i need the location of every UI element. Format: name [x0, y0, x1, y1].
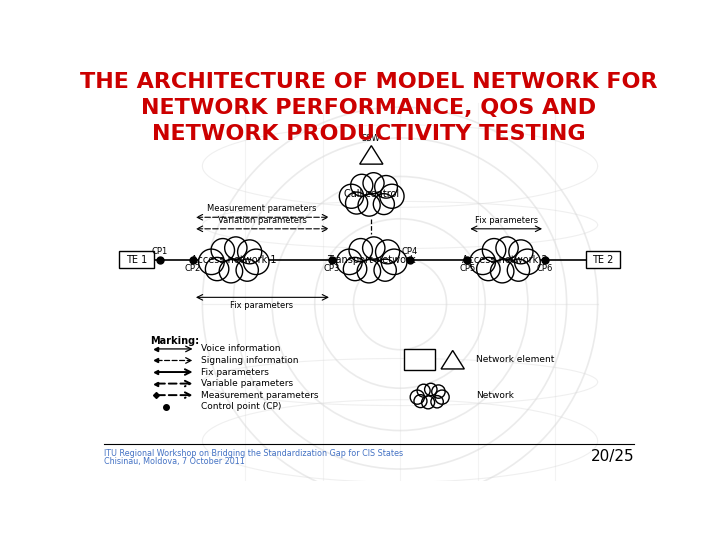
FancyBboxPatch shape	[586, 251, 620, 268]
Text: Access network 1: Access network 1	[191, 255, 276, 265]
Polygon shape	[441, 350, 464, 369]
Circle shape	[435, 390, 449, 404]
Circle shape	[425, 383, 437, 396]
Circle shape	[363, 173, 384, 194]
Text: CP1: CP1	[152, 247, 168, 256]
Text: Chisinau, Moldova, 7 October 2011: Chisinau, Moldova, 7 October 2011	[104, 457, 245, 465]
Circle shape	[236, 259, 258, 281]
Circle shape	[357, 260, 381, 283]
Circle shape	[508, 259, 530, 281]
Circle shape	[477, 258, 500, 281]
Circle shape	[363, 237, 385, 259]
Circle shape	[432, 385, 445, 398]
Text: Control point (CP): Control point (CP)	[201, 402, 282, 411]
Circle shape	[422, 396, 435, 409]
Text: CP3: CP3	[323, 265, 340, 273]
Circle shape	[199, 249, 224, 274]
Text: Network: Network	[476, 392, 514, 400]
Circle shape	[336, 249, 362, 274]
Text: ITU Regional Workshop on Bridging the Standardization Gap for CIS States: ITU Regional Workshop on Bridging the St…	[104, 449, 403, 458]
Text: Call control: Call control	[343, 189, 399, 199]
Circle shape	[205, 258, 229, 281]
Text: Signaling information: Signaling information	[201, 356, 298, 365]
Circle shape	[349, 239, 372, 262]
Text: Network element: Network element	[476, 355, 554, 364]
Text: SSW: SSW	[362, 133, 381, 143]
Circle shape	[351, 174, 373, 196]
Circle shape	[482, 239, 505, 262]
Text: Fix parameters: Fix parameters	[474, 216, 538, 225]
Circle shape	[496, 237, 518, 259]
Text: Voice information: Voice information	[201, 345, 280, 354]
Text: Measurement parameters: Measurement parameters	[201, 390, 318, 400]
Text: CP5: CP5	[459, 265, 475, 273]
Circle shape	[243, 249, 269, 274]
Polygon shape	[360, 146, 383, 164]
Circle shape	[431, 396, 444, 408]
Text: Variable parameters: Variable parameters	[201, 379, 293, 388]
Circle shape	[376, 240, 400, 264]
Text: Fix parameters: Fix parameters	[230, 301, 294, 310]
Text: TE 1: TE 1	[126, 255, 147, 265]
Circle shape	[339, 184, 364, 208]
Text: TE 2: TE 2	[593, 255, 613, 265]
Circle shape	[358, 194, 380, 216]
Circle shape	[417, 384, 430, 397]
Text: 20/25: 20/25	[590, 449, 634, 464]
Circle shape	[374, 176, 397, 198]
FancyBboxPatch shape	[120, 251, 153, 268]
Circle shape	[410, 390, 425, 404]
Circle shape	[382, 249, 407, 274]
Circle shape	[211, 239, 235, 262]
Text: THE ARCHITECTURE OF MODEL NETWORK FOR
NETWORK PERFORMANCE, QOS AND
NETWORK PRODU: THE ARCHITECTURE OF MODEL NETWORK FOR NE…	[80, 72, 658, 144]
Text: Access network 2: Access network 2	[462, 255, 547, 265]
Circle shape	[414, 395, 427, 408]
Circle shape	[374, 259, 396, 281]
Text: Fix parameters: Fix parameters	[201, 368, 269, 376]
Circle shape	[343, 258, 366, 281]
Circle shape	[219, 260, 243, 283]
Circle shape	[380, 184, 404, 208]
Circle shape	[509, 240, 533, 264]
Text: Variation parameters: Variation parameters	[217, 216, 307, 225]
Circle shape	[225, 237, 247, 259]
Text: CP2: CP2	[185, 265, 201, 273]
Circle shape	[373, 194, 395, 214]
FancyBboxPatch shape	[404, 349, 435, 370]
Circle shape	[490, 260, 514, 283]
Circle shape	[346, 192, 368, 214]
Text: CP4: CP4	[402, 247, 418, 256]
Circle shape	[515, 249, 540, 274]
Text: Measurement parameters: Measurement parameters	[207, 205, 317, 213]
Circle shape	[238, 240, 261, 264]
Text: Marking:: Marking:	[150, 336, 199, 346]
Text: Transport network: Transport network	[327, 255, 415, 265]
Text: CP6: CP6	[536, 265, 553, 273]
Circle shape	[470, 249, 495, 274]
